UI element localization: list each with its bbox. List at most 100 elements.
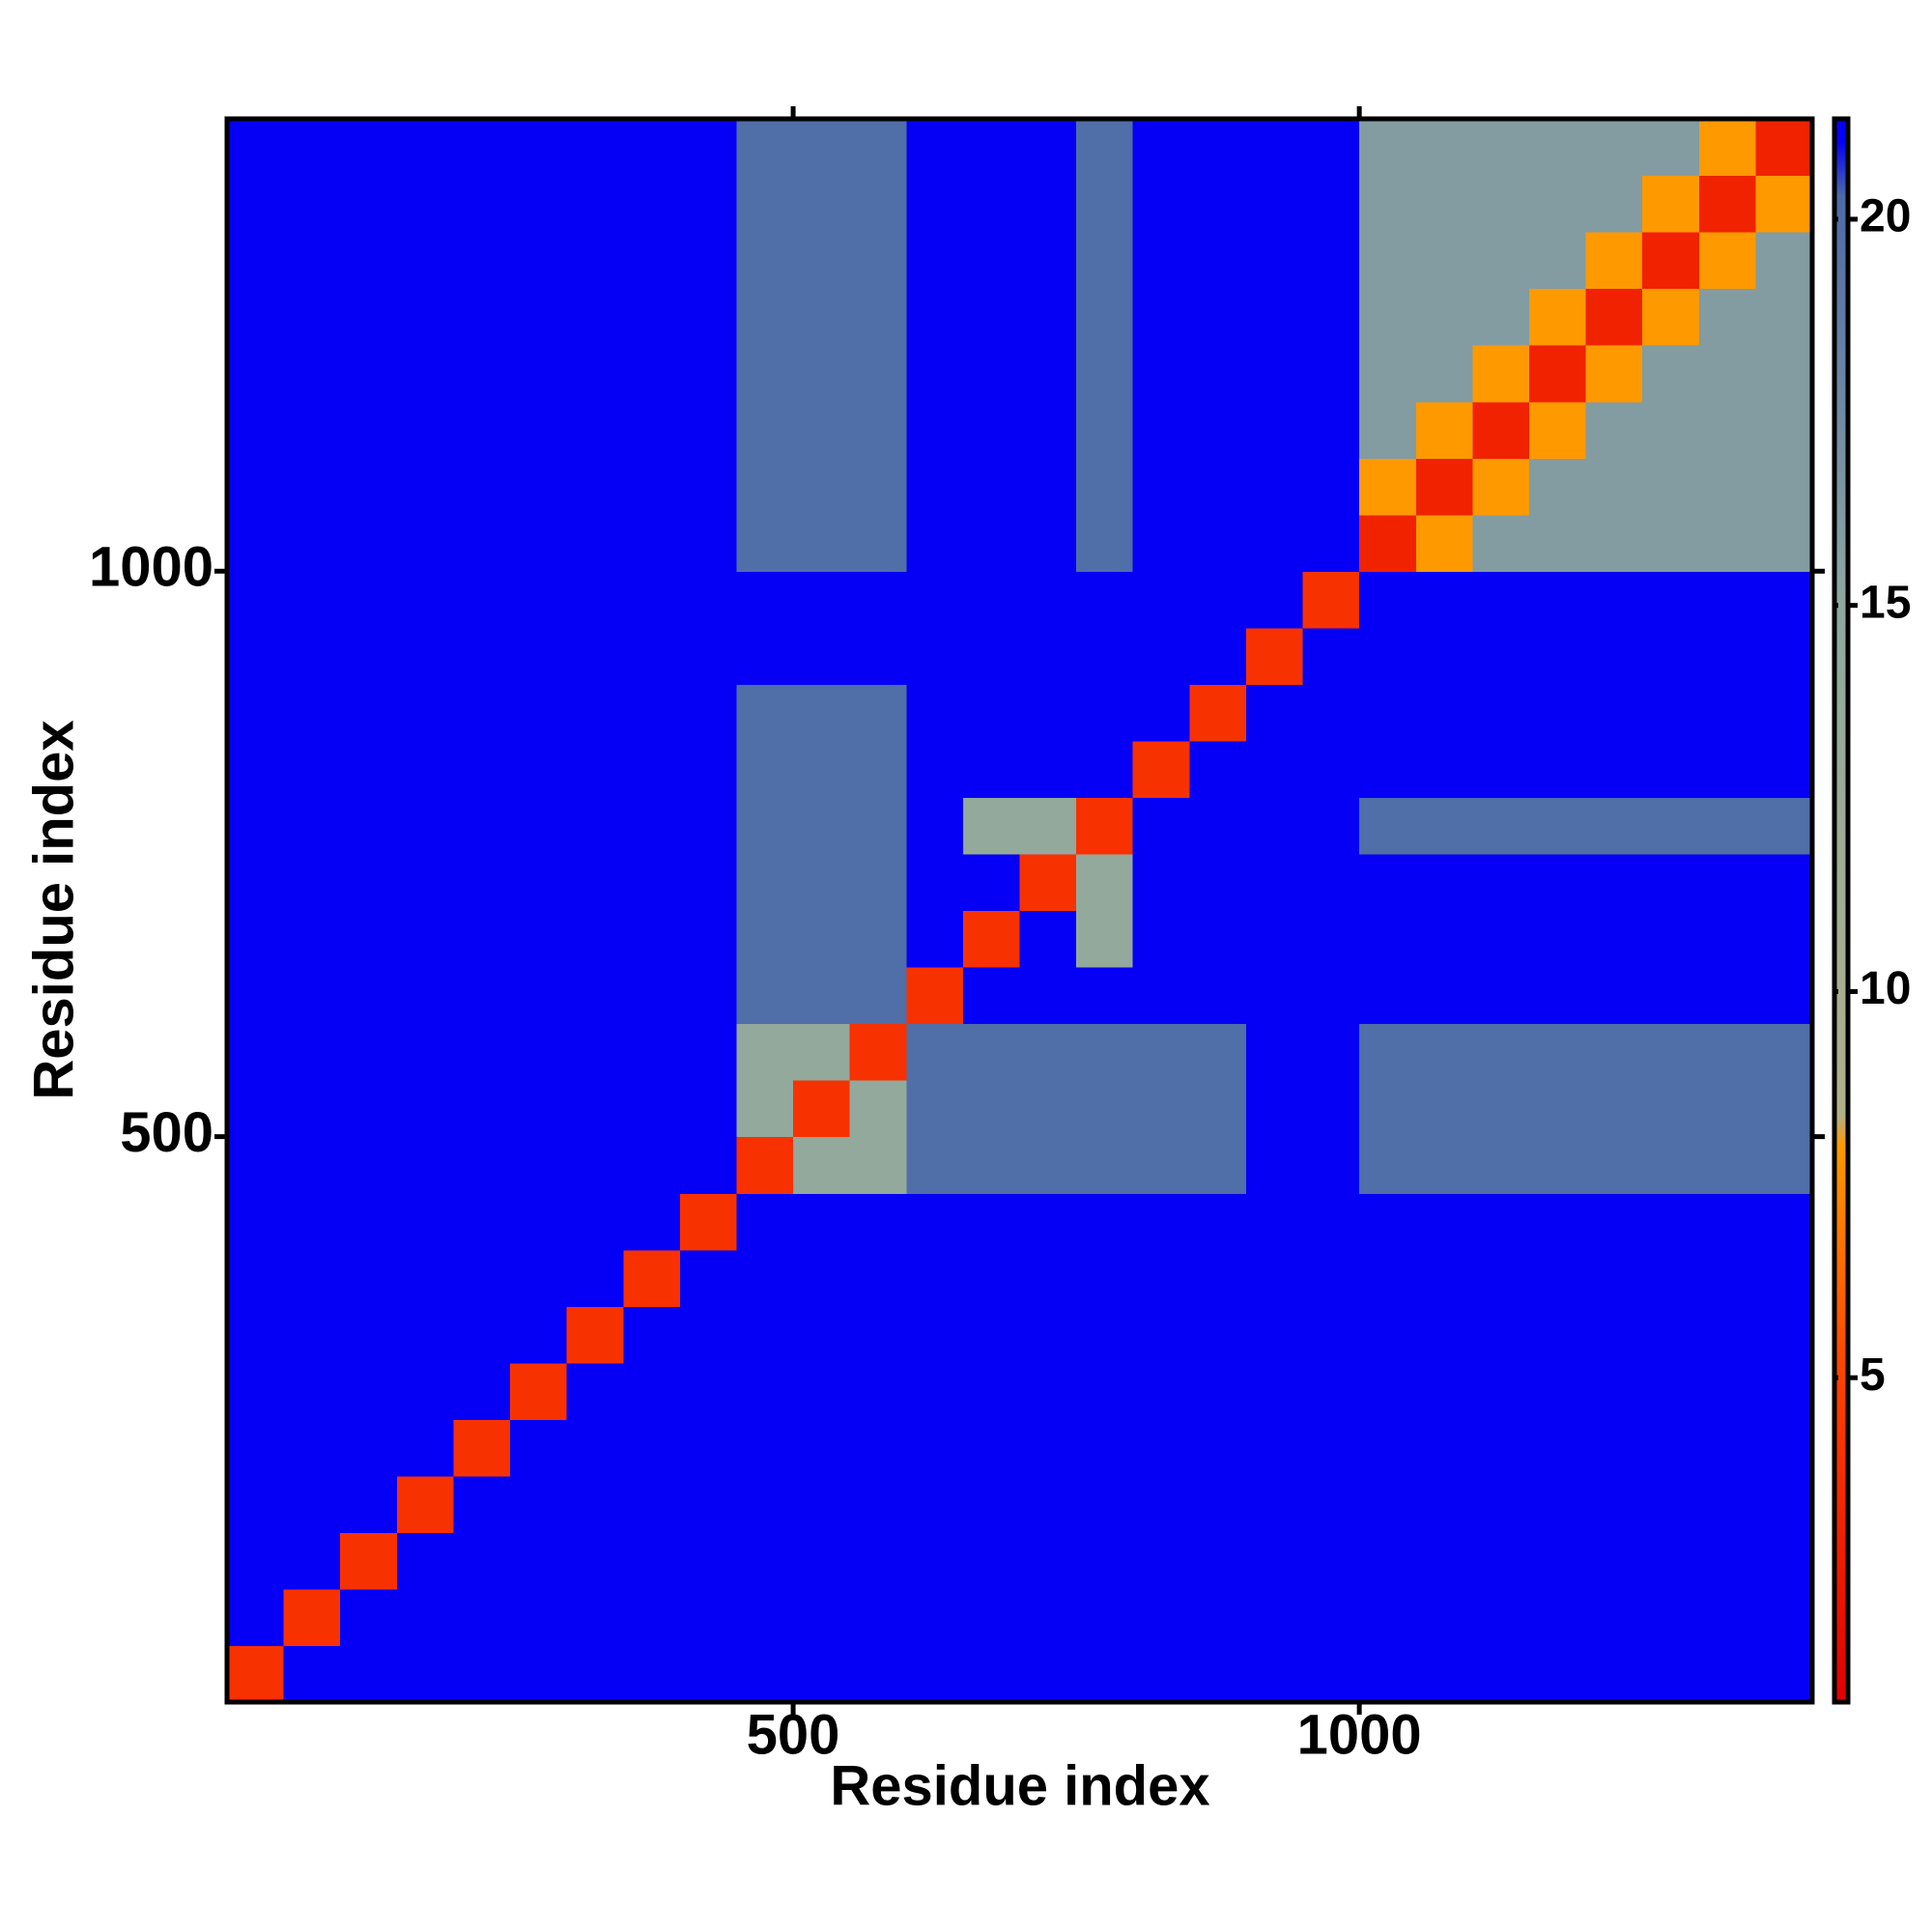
heat-cell	[283, 119, 341, 177]
heat-cell	[1359, 1588, 1417, 1647]
heat-cell	[1132, 684, 1190, 742]
heat-cell	[1359, 288, 1417, 346]
heat-cell	[906, 1475, 964, 1533]
heat-cell	[1189, 1193, 1247, 1251]
heat-cell	[1642, 458, 1700, 516]
heat-cell	[623, 1475, 681, 1533]
heat-cell	[1302, 119, 1360, 177]
heat-cell	[849, 627, 907, 685]
heat-cell	[623, 458, 681, 516]
heat-cell	[1076, 288, 1134, 346]
heat-cell	[1698, 1136, 1756, 1194]
heat-cell	[679, 740, 738, 799]
heat-cell	[1642, 175, 1700, 233]
heat-cell	[453, 853, 511, 912]
heat-cell	[453, 458, 511, 516]
heat-cell	[396, 514, 455, 572]
heat-cell	[396, 401, 455, 459]
heat-cell	[849, 1475, 907, 1533]
heat-cell	[396, 288, 455, 346]
heat-cell	[906, 401, 964, 459]
heat-cell	[793, 119, 851, 177]
heat-cell	[1359, 514, 1417, 572]
heat-cell	[1415, 1306, 1473, 1364]
heat-cell	[849, 1023, 907, 1081]
heat-cell	[1585, 232, 1643, 290]
heat-cell	[566, 514, 624, 572]
heat-cell	[453, 1249, 511, 1307]
heat-cell	[1019, 119, 1077, 177]
heat-cell	[1189, 1588, 1247, 1647]
heat-cell	[793, 1249, 851, 1307]
heat-cell	[1245, 1023, 1304, 1081]
heat-cell	[1528, 1645, 1587, 1703]
heat-cell	[1189, 1475, 1247, 1533]
heat-cell	[906, 1645, 964, 1703]
heat-cell	[906, 345, 964, 403]
heat-cell	[227, 345, 285, 403]
heat-cell	[679, 1023, 738, 1081]
heat-cell	[227, 1532, 285, 1590]
heat-cell	[736, 1645, 794, 1703]
heat-cell	[1019, 514, 1077, 572]
heat-cell	[623, 401, 681, 459]
heat-cell	[1698, 967, 1756, 1025]
heat-cell	[793, 797, 851, 855]
heat-cell	[453, 1475, 511, 1533]
colorbar-tick-label: 10	[1860, 963, 1911, 1014]
heat-cell	[1642, 1136, 1700, 1194]
heat-cell	[340, 967, 398, 1025]
heat-cell	[1642, 1532, 1700, 1590]
heat-cell	[849, 288, 907, 346]
heat-cell	[1132, 1306, 1190, 1364]
heat-cell	[1755, 1306, 1813, 1364]
heat-cell	[1076, 684, 1134, 742]
heat-cell	[453, 288, 511, 346]
heat-cell	[1642, 1588, 1700, 1647]
heat-cell	[1189, 1136, 1247, 1194]
heat-cell	[396, 119, 455, 177]
heat-cell	[793, 1645, 851, 1703]
heat-cell	[1245, 1475, 1304, 1533]
heat-cell	[1019, 627, 1077, 685]
heat-cell	[1019, 1080, 1077, 1138]
heat-cell	[1132, 232, 1190, 290]
heat-cell	[1755, 1136, 1813, 1194]
heat-cell	[1019, 345, 1077, 403]
heat-cell	[736, 740, 794, 799]
heat-cell	[906, 514, 964, 572]
heat-cell	[1019, 740, 1077, 799]
heat-cell	[1472, 1136, 1530, 1194]
heat-cell	[340, 627, 398, 685]
heat-cell	[566, 288, 624, 346]
heat-cell	[849, 797, 907, 855]
heat-cell	[1245, 1136, 1304, 1194]
heat-cell	[1302, 1475, 1360, 1533]
heat-cell	[566, 458, 624, 516]
heat-cell	[1302, 853, 1360, 912]
heat-cell	[1585, 1588, 1643, 1647]
heat-cell	[510, 797, 568, 855]
heat-cell	[1076, 797, 1134, 855]
heat-cell	[1359, 1249, 1417, 1307]
heat-cell	[906, 571, 964, 629]
heat-cell	[227, 1645, 285, 1703]
heat-cell	[1642, 853, 1700, 912]
heat-cell	[283, 1532, 341, 1590]
heat-cell	[1528, 175, 1587, 233]
heat-cell	[566, 175, 624, 233]
heat-cell	[1302, 232, 1360, 290]
heat-cell	[906, 684, 964, 742]
heat-cell	[1698, 119, 1756, 177]
heat-cell	[453, 910, 511, 968]
heat-cell	[1359, 1080, 1417, 1138]
heat-cell	[679, 232, 738, 290]
heat-cell	[736, 1532, 794, 1590]
heat-cell	[453, 401, 511, 459]
heat-cell	[1472, 288, 1530, 346]
heat-cell	[962, 401, 1021, 459]
heat-cell	[283, 1475, 341, 1533]
heat-cell	[1698, 458, 1756, 516]
y-axis-title: Residue index	[22, 720, 85, 1099]
heat-cell	[1528, 797, 1587, 855]
